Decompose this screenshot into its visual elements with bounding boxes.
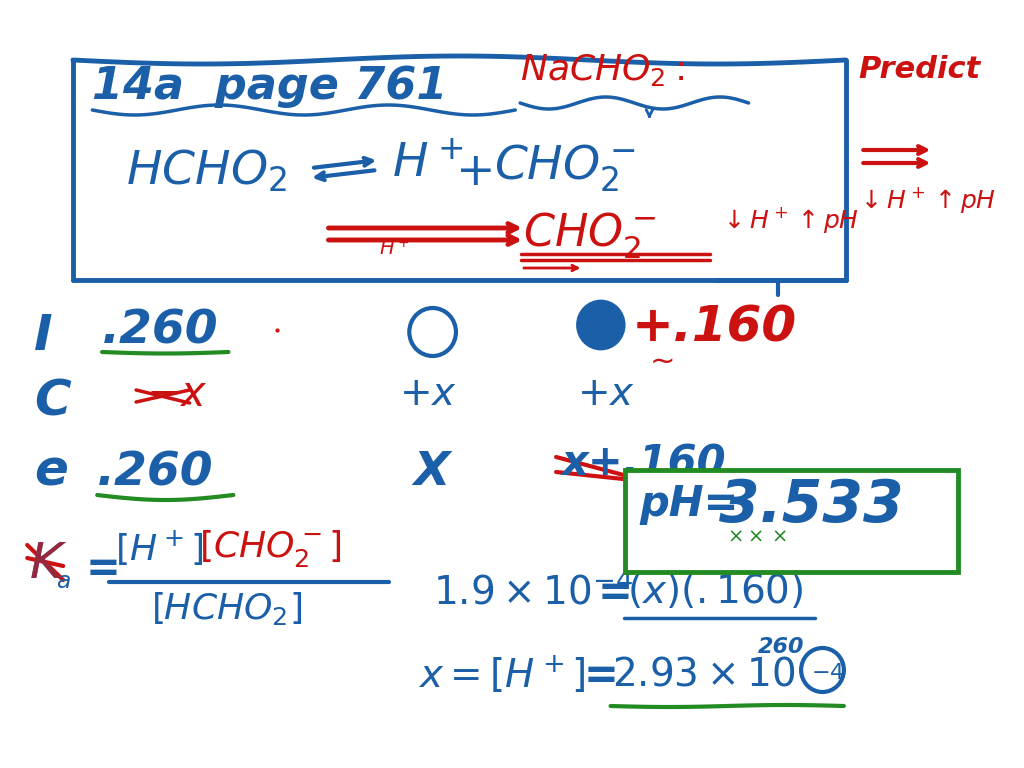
Text: $K$: $K$ (29, 540, 68, 588)
Text: $-x$: $-x$ (145, 373, 208, 415)
Text: pH=: pH= (640, 483, 739, 525)
Text: Predict: Predict (858, 55, 981, 84)
Text: $+x$: $+x$ (577, 375, 635, 413)
Text: =: = (86, 548, 121, 590)
Text: $_a$: $_a$ (56, 558, 72, 591)
FancyBboxPatch shape (625, 470, 957, 572)
Text: I: I (34, 312, 52, 360)
Text: $\downarrow H^+\uparrow pH$: $\downarrow H^+\uparrow pH$ (720, 205, 859, 235)
Text: .260: .260 (97, 450, 214, 495)
Text: $H^+$: $H^+$ (392, 142, 463, 187)
Text: ~: ~ (649, 348, 675, 377)
Text: $-4$: $-4$ (811, 663, 845, 683)
Text: $2.93\times10$: $2.93\times10$ (612, 655, 796, 693)
Text: $(x)(.160)$: $(x)(.160)$ (627, 572, 804, 611)
Text: $[CHO_2^-]$: $[CHO_2^-]$ (200, 528, 342, 569)
Text: +.160: +.160 (632, 304, 797, 352)
Text: $HCHO_2$: $HCHO_2$ (126, 148, 288, 194)
Text: x+.160: x+.160 (562, 443, 727, 485)
Text: $1.9\times10^{-4}$: $1.9\times10^{-4}$ (432, 572, 633, 611)
Text: $+x$: $+x$ (398, 375, 457, 413)
Text: e: e (34, 448, 68, 496)
Text: $\downarrow H^+\uparrow pH$: $\downarrow H^+\uparrow pH$ (855, 185, 995, 215)
Text: $CHO_2^-$: $CHO_2^-$ (523, 210, 656, 260)
Text: $\times\times\times$: $\times\times\times$ (727, 527, 787, 546)
Text: $[HCHO_2]$: $[HCHO_2]$ (151, 590, 302, 627)
Text: C: C (34, 378, 71, 426)
Text: X: X (414, 450, 450, 495)
Text: =: = (598, 572, 633, 614)
Text: $CHO_2^-$: $CHO_2^-$ (494, 142, 636, 194)
Text: 14a  page 761: 14a page 761 (92, 65, 447, 108)
Text: 3.533: 3.533 (720, 477, 904, 534)
Text: =: = (584, 655, 618, 697)
Text: $K$: $K$ (29, 540, 68, 588)
Text: $+$: $+$ (455, 150, 492, 195)
Text: $x=[H^+]$: $x=[H^+]$ (418, 655, 586, 697)
Circle shape (578, 301, 625, 349)
Text: .260: .260 (102, 308, 219, 353)
Text: $H^+$: $H^+$ (379, 238, 410, 260)
Text: $[H^+]$: $[H^+]$ (115, 528, 204, 568)
Text: $NaCHO_2:$: $NaCHO_2:$ (520, 52, 684, 88)
Text: 260: 260 (759, 637, 805, 657)
